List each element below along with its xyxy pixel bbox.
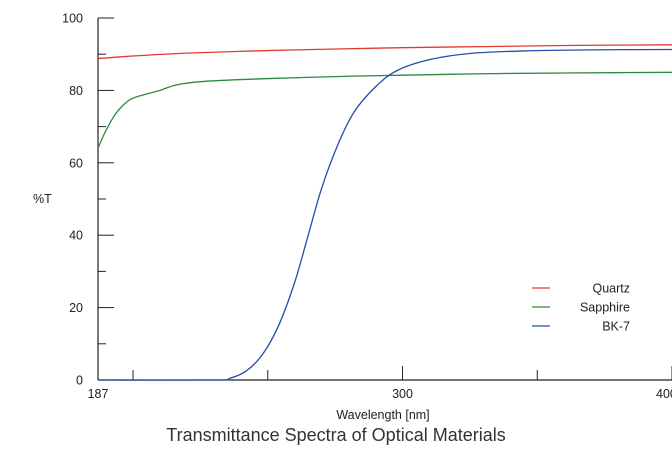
y-tick-label: 80 xyxy=(69,84,83,98)
legend-label: Quartz xyxy=(592,282,630,296)
x-ticks: 187 300 400 xyxy=(88,366,672,401)
series-line-bk-7 xyxy=(97,48,672,381)
legend-label: BK-7 xyxy=(602,320,630,334)
y-tick-label: 100 xyxy=(62,12,83,26)
y-tick-label: 0 xyxy=(76,374,83,388)
legend-label: Sapphire xyxy=(580,301,630,315)
plot-lines xyxy=(97,44,672,381)
y-tick-label: 40 xyxy=(69,229,83,243)
x-axis-label: Wavelength [nm] xyxy=(336,408,429,422)
x-tick-label: 187 xyxy=(88,387,109,401)
series-line-sapphire xyxy=(97,71,672,149)
chart-title: Transmittance Spectra of Optical Materia… xyxy=(166,425,506,445)
legend: Quartz Sapphire BK-7 xyxy=(532,282,630,334)
y-tick-label: 20 xyxy=(69,301,83,315)
y-axis-label: %T xyxy=(33,192,52,206)
x-tick-label: 300 xyxy=(392,387,413,401)
y-ticks: 0 20 40 60 80 100 xyxy=(62,12,114,388)
x-tick-label: 400 xyxy=(656,387,672,401)
series-line-quartz xyxy=(97,44,672,60)
y-tick-label: 60 xyxy=(69,156,83,170)
